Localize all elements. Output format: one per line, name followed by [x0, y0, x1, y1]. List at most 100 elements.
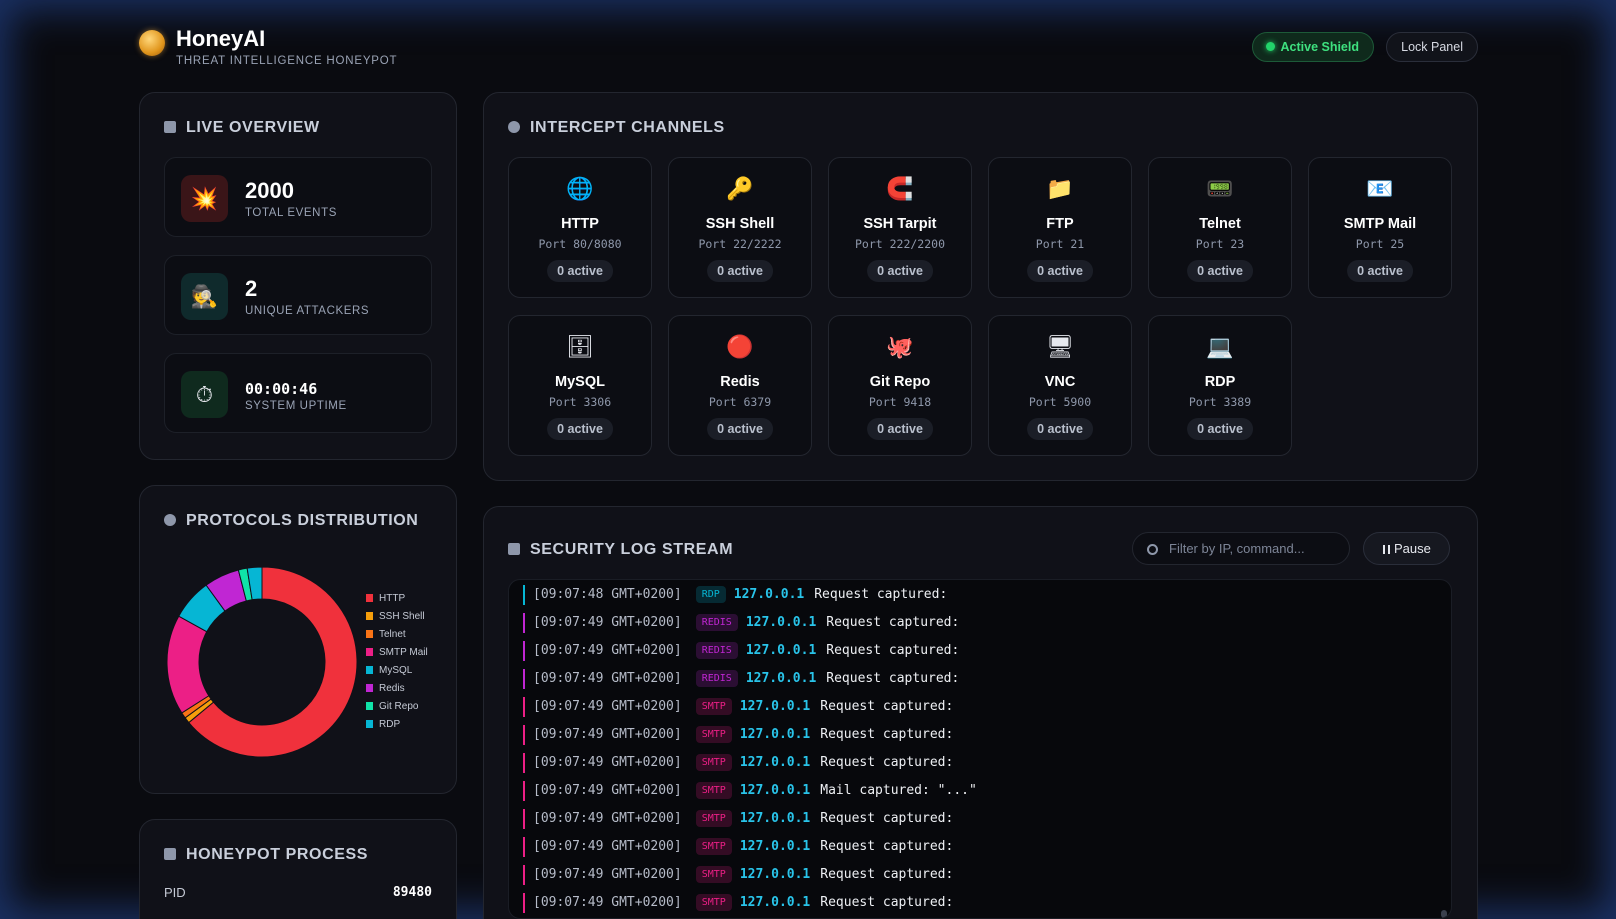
channel-card[interactable]: 🌐 HTTP Port 80/8080 0 active — [508, 157, 652, 298]
active-shield-label: Active Shield — [1280, 40, 1360, 54]
channel-card[interactable]: 📟 Telnet Port 23 0 active — [1148, 157, 1292, 298]
channel-name: SMTP Mail — [1343, 216, 1417, 232]
protocols-distribution-title: PROTOCOLS DISTRIBUTION — [164, 512, 418, 530]
legend-swatch — [366, 648, 373, 656]
log-severity-bar — [523, 641, 525, 661]
legend-swatch — [366, 684, 373, 692]
log-search-input[interactable] — [1169, 533, 1344, 564]
log-scrollbar[interactable] — [1441, 910, 1447, 918]
stat-label: UNIQUE ATTACKERS — [245, 305, 370, 317]
log-severity-bar — [523, 781, 525, 801]
pie-chart-icon — [164, 514, 176, 526]
log-ip: 127.0.0.1 — [745, 643, 817, 658]
lock-panel-button[interactable]: Lock Panel — [1386, 32, 1478, 62]
log-protocol-tag: SMTP — [695, 838, 732, 855]
log-protocol-tag: SMTP — [695, 810, 732, 827]
donut-slice-rdp — [246, 566, 263, 601]
stat-value: 2 — [245, 276, 258, 301]
log-message: Request captured: — [826, 615, 960, 630]
key-icon: 🔑 — [726, 176, 754, 201]
channel-active-count: 0 active — [1347, 260, 1413, 282]
log-message: Request captured: — [820, 727, 954, 742]
log-severity-bar — [523, 865, 525, 885]
channel-port: Port 3389 — [1188, 395, 1252, 409]
process-value: 89480 — [392, 885, 432, 900]
live-overview-title-text: LIVE OVERVIEW — [186, 119, 320, 136]
protocols-distribution-panel: PROTOCOLS DISTRIBUTION HTTP SSH Shell Teln… — [139, 485, 457, 794]
stat-card: 🕵 2 UNIQUE ATTACKERS — [164, 255, 432, 335]
log-message: Request captured: — [820, 811, 954, 826]
channel-card[interactable]: 🐙 Git Repo Port 9418 0 active — [828, 315, 972, 456]
channel-card[interactable]: 🔑 SSH Shell Port 22/2222 0 active — [668, 157, 812, 298]
log-entry: [09:07:49 GMT+0200] SMTP 127.0.0.1 Request … — [523, 696, 953, 718]
legend-item: HTTP — [366, 592, 405, 606]
channel-name: Telnet — [1199, 216, 1241, 232]
log-timestamp: [09:07:49 GMT+0200] — [533, 783, 682, 798]
security-log-title-text: SECURITY LOG STREAM — [530, 541, 734, 558]
stopwatch-icon: ⏱ — [181, 371, 228, 418]
log-message: Request captured: — [820, 895, 954, 910]
legend-label: SSH Shell — [379, 611, 425, 622]
channel-active-count: 0 active — [1187, 260, 1253, 282]
log-entry: [09:07:49 GMT+0200] SMTP 127.0.0.1 Request … — [523, 892, 953, 914]
log-message: Request captured: — [820, 699, 954, 714]
status-dot-icon — [1265, 42, 1275, 51]
log-severity-bar — [523, 809, 525, 829]
log-severity-bar — [523, 585, 525, 605]
channel-card[interactable]: 📁 FTP Port 21 0 active — [988, 157, 1132, 298]
channel-name: FTP — [1046, 216, 1074, 232]
log-entry: [09:07:49 GMT+0200] SMTP 127.0.0.1 Mail cap… — [523, 780, 977, 802]
legend-item: MySQL — [366, 664, 412, 678]
pause-icon — [1383, 545, 1390, 554]
legend-item: SMTP Mail — [366, 646, 428, 660]
monitor-icon: 🖥 — [1046, 334, 1074, 359]
log-message: Request captured: — [826, 643, 960, 658]
log-message: Request captured: — [814, 587, 948, 602]
channel-active-count: 0 active — [707, 418, 773, 440]
pause-button[interactable]: Pause — [1363, 532, 1450, 565]
log-ip: 127.0.0.1 — [739, 811, 811, 826]
channel-card[interactable]: 🧲 SSH Tarpit Port 222/2200 0 active — [828, 157, 972, 298]
cabinet-icon: 🗄 — [566, 334, 594, 359]
legend-label: RDP — [379, 719, 401, 730]
security-log-panel: SECURITY LOG STREAM Pause [09:07:48 GMT+… — [483, 506, 1478, 919]
log-protocol-tag: REDIS — [695, 642, 738, 659]
log-ip: 127.0.0.1 — [745, 671, 817, 686]
brand-name: HoneyAI — [176, 26, 266, 51]
active-shield-badge[interactable]: Active Shield — [1251, 32, 1374, 62]
honeypot-process-panel: HONEYPOT PROCESS PID 89480 — [139, 819, 457, 919]
stat-value: 00:00:46 — [245, 380, 318, 398]
magnet-icon: 🧲 — [886, 176, 914, 201]
honey-pot-icon — [139, 30, 165, 56]
channel-port: Port 3306 — [548, 395, 612, 409]
honeypot-process-title: HONEYPOT PROCESS — [164, 846, 368, 864]
channel-card[interactable]: 💻 RDP Port 3389 0 active — [1148, 315, 1292, 456]
channel-active-count: 0 active — [867, 418, 933, 440]
channel-port: Port 22/2222 — [698, 237, 782, 251]
search-icon — [1147, 544, 1158, 555]
channel-port: Port 222/2200 — [854, 237, 945, 251]
channel-port: Port 9418 — [868, 395, 932, 409]
channel-card[interactable]: 🔴 Redis Port 6379 0 active — [668, 315, 812, 456]
channel-port: Port 6379 — [708, 395, 772, 409]
legend-swatch — [366, 594, 373, 602]
channel-card[interactable]: 🗄 MySQL Port 3306 0 active — [508, 315, 652, 456]
channel-name: MySQL — [555, 374, 605, 390]
log-message: Request captured: — [820, 839, 954, 854]
legend-swatch — [366, 720, 373, 728]
legend-label: MySQL — [379, 665, 413, 676]
channel-card[interactable]: 🖥 VNC Port 5900 0 active — [988, 315, 1132, 456]
stat-label: TOTAL EVENTS — [245, 207, 337, 219]
channel-active-count: 0 active — [1027, 260, 1093, 282]
honeypot-process-title-text: HONEYPOT PROCESS — [186, 846, 369, 863]
channel-card[interactable]: 📧 SMTP Mail Port 25 0 active — [1308, 157, 1452, 298]
envelope-icon: 📧 — [1366, 176, 1394, 201]
header: HoneyAI THREAT INTELLIGENCE HONEYPOT Act… — [139, 24, 1478, 72]
channel-name: HTTP — [561, 216, 599, 232]
log-entry: [09:07:49 GMT+0200] SMTP 127.0.0.1 Request … — [523, 808, 953, 830]
log-search-box[interactable] — [1132, 532, 1350, 565]
log-stream[interactable]: [09:07:48 GMT+0200] RDP 127.0.0.1 Request c… — [508, 579, 1452, 919]
legend-swatch — [366, 630, 373, 638]
log-ip: 127.0.0.1 — [739, 783, 811, 798]
log-entry: [09:07:49 GMT+0200] SMTP 127.0.0.1 Request … — [523, 864, 953, 886]
